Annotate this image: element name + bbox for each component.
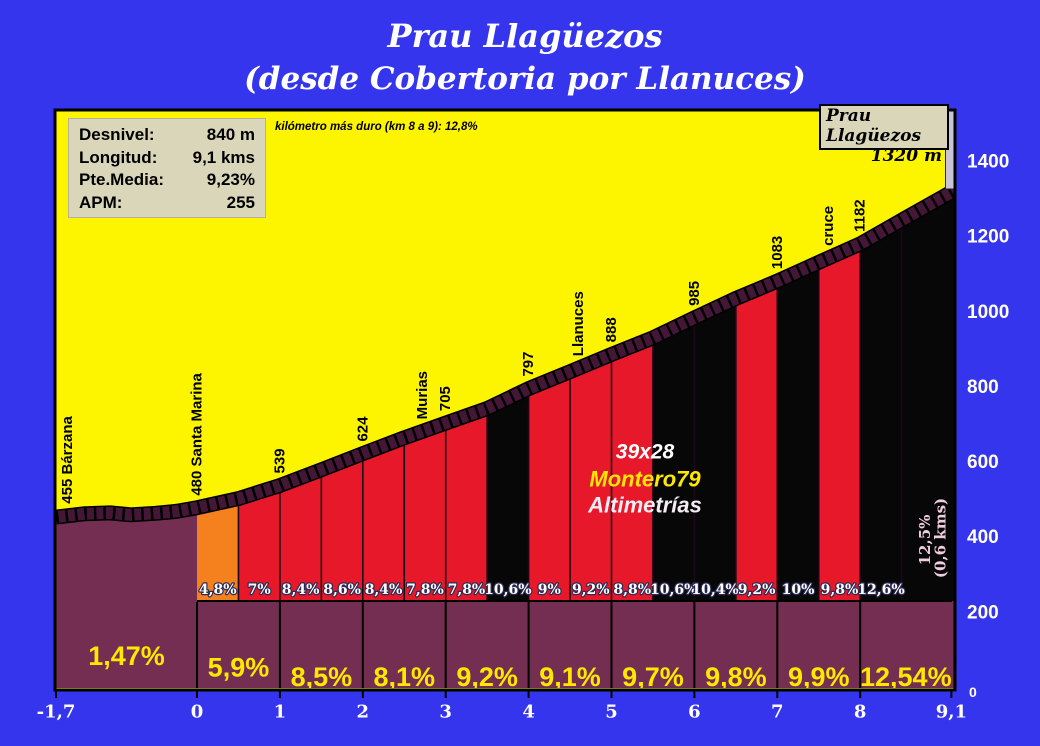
segment-grade-label: 7,8% [406, 582, 444, 598]
segment-grade-label: 8,4% [365, 582, 403, 598]
hardest-km-note: kilómetro más duro (km 8 a 9): 12,8% [275, 121, 478, 133]
stat-row-desnivel: Desnivel: 840 m [79, 124, 255, 147]
watermark-line: Montero79 [589, 467, 701, 492]
x-tick-label: 6 [688, 702, 701, 723]
landmark-label: 1182 [852, 199, 869, 232]
segment-grade-label: 12,6% [857, 582, 904, 598]
stat-label: APM: [79, 192, 123, 212]
y-tick-label: 600 [967, 452, 999, 473]
landmark-label: Murias [414, 371, 431, 419]
landmark-label: cruce [820, 206, 837, 246]
km-grade-label: 9,1% [539, 662, 601, 692]
km-grade-label: 1,47% [88, 641, 165, 671]
segment-grade-label: 9,8% [821, 582, 859, 598]
summit-box: Prau Llagüezos 1320 m [819, 104, 949, 166]
km-grade-label: 9,2% [456, 662, 518, 692]
landmark-label: 624 [354, 416, 371, 442]
km-grade-label: 12,54% [860, 662, 952, 692]
segment-grade-label: 10,4% [691, 582, 738, 598]
road-surface [55, 183, 955, 524]
segment-grade-label: 10% [782, 582, 815, 598]
km-grade-label: 9,9% [788, 662, 850, 692]
gradient-segment [901, 187, 955, 601]
segment-grade-label: 4,8% [199, 582, 237, 598]
segment-grade-label: 10,6% [650, 582, 697, 598]
x-tick-label: 2 [357, 702, 370, 723]
km-grade-label: 9,8% [705, 662, 767, 692]
landmark-label: 480 Santa Marina [189, 372, 206, 495]
y-tick-label: 1400 [967, 152, 1009, 173]
landmark-label: 539 [271, 448, 288, 473]
segment-grade-label: 7,8% [448, 582, 486, 598]
watermark-line: Altimetrías [587, 493, 702, 518]
stat-value: 9,23% [206, 170, 255, 189]
landmark-label: 1083 [769, 236, 786, 269]
segment-grade-label: 8,8% [613, 582, 651, 598]
stat-row-longitud: Longitud: 9,1 kms [79, 147, 255, 170]
y-tick-label: 1000 [967, 302, 1009, 323]
km-grade-label: 8,1% [373, 662, 435, 692]
plot-border [53, 108, 957, 692]
x-tick-label: 0 [191, 702, 204, 723]
segment-grade-label: 9,2% [572, 582, 610, 598]
summit-elevation: 1320 m [870, 146, 942, 166]
segment-grade-label: 8,6% [323, 582, 361, 598]
segment-grade-label: 7% [248, 582, 271, 598]
km-grade-label: 8,5% [291, 662, 353, 692]
y-tick-label: 200 [967, 602, 999, 623]
final-segment-grade-label: 12,5% [916, 515, 934, 566]
landmark-label: 455 Bárzana [59, 415, 76, 503]
landmark-label: 985 [686, 281, 703, 306]
landmark-label: 888 [603, 317, 620, 342]
stat-value: 9,1 kms [192, 147, 255, 167]
y-tick-label: 1200 [967, 227, 1009, 248]
x-tick-label: 8 [854, 702, 867, 723]
stat-row-pte-media: Pte.Media: 9,23% [79, 169, 255, 192]
x-tick-label: 7 [771, 702, 784, 723]
stat-label: Longitud: [79, 147, 158, 167]
stat-row-apm: APM: 255 [79, 192, 255, 215]
y-tick-label: 800 [967, 377, 999, 398]
segment-grade-label: 9,2% [738, 582, 776, 598]
climb-stats-box: Desnivel: 840 m Longitud: 9,1 kms Pte.Me… [68, 118, 266, 218]
x-tick-label: 4 [522, 702, 535, 723]
segment-grade-label: 10,6% [484, 582, 531, 598]
segment-grade-label: 9% [538, 582, 561, 598]
climb-name-title: Prau Llagüezos [387, 17, 663, 55]
summit-name: Prau Llagüezos [826, 106, 922, 146]
y-tick-label: 400 [967, 527, 999, 548]
climb-subtitle: (desde Cobertoria por Llanuces) [244, 61, 806, 97]
y-tick-label: 0 [969, 684, 977, 700]
stat-value: 255 [226, 192, 255, 212]
landmark-label: 705 [437, 386, 454, 411]
stat-value: 840 m [206, 125, 255, 144]
gradient-segment [860, 187, 902, 601]
km-grade-label: 5,9% [208, 653, 270, 683]
x-tick-label: 5 [605, 702, 618, 723]
watermark-line: 39x28 [616, 441, 675, 464]
stat-label: Pte.Media: [79, 170, 165, 189]
x-tick-label: 9,1 [936, 702, 967, 723]
x-tick-label: 1 [274, 702, 287, 723]
landmark-label: Llanuces [570, 291, 587, 356]
x-tick-label: -1,7 [37, 702, 76, 723]
landmark-label: 797 [520, 352, 537, 377]
final-segment-length-label: (0,6 kms) [932, 498, 950, 578]
km-grade-label: 9,7% [622, 662, 684, 692]
x-tick-label: 3 [439, 702, 452, 723]
stat-label: Desnivel: [79, 125, 155, 144]
page-title: Prau Llagüezos (desde Cobertoria por Lla… [10, 16, 1040, 102]
segment-grade-label: 8,4% [282, 582, 320, 598]
